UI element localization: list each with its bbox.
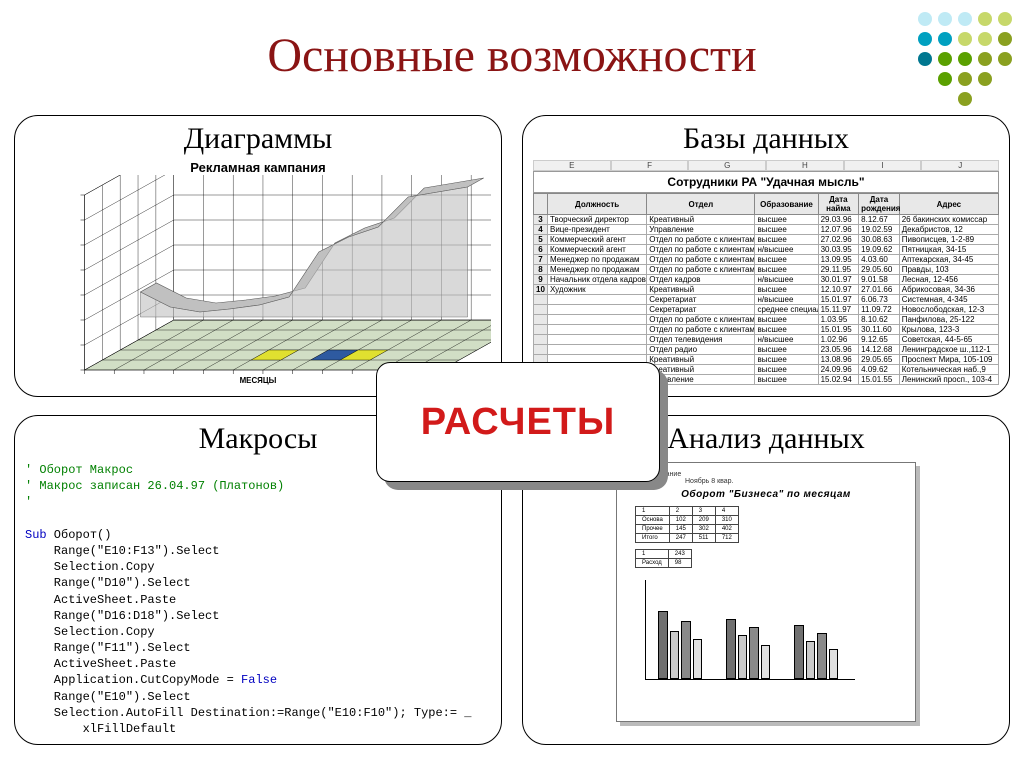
table-row: Отдел радиовысшее23.05.9614.12.68Ленингр… <box>534 345 999 355</box>
callout: РАСЧЕТЫ <box>376 362 660 482</box>
chart-caption: Рекламная кампания <box>25 160 491 175</box>
table-row: 4Вице-президентУправлениевысшее12.07.961… <box>534 225 999 235</box>
panel-diagrams: Диаграммы Рекламная кампания МЕСЯЦЫ <box>14 115 502 397</box>
report-table-1: 1234Основа102209310Прочее145302402Итого2… <box>635 506 739 543</box>
table-row: 8Менеджер по продажамОтдел по работе с к… <box>534 265 999 275</box>
decorative-dots <box>918 12 1012 106</box>
table-row: 3Творческий директорКреативныйвысшее29.0… <box>534 215 999 225</box>
panel-diagrams-title: Диаграммы <box>25 122 491 156</box>
table-row: 9Начальник отдела кадровОтдел кадровн/вы… <box>534 275 999 285</box>
svg-text:МЕСЯЦЫ: МЕСЯЦЫ <box>240 376 277 385</box>
table-row: 10ХудожникКреативныйвысшее12.10.9727.01.… <box>534 285 999 295</box>
callout-text: РАСЧЕТЫ <box>421 401 615 444</box>
table-row: 5Коммерческий агентОтдел по работе с кли… <box>534 235 999 245</box>
sheet-title: Сотрудники РА "Удачная мысль" <box>533 171 999 193</box>
page-title: Основные возможности <box>0 28 1024 83</box>
sheet-column-letters: EFGHIJ <box>533 160 999 171</box>
table-row: Отдел по работе с клиентамивысшее15.01.9… <box>534 325 999 335</box>
table-row: Отдел телевидениян/высшее1.02.969.12.65С… <box>534 335 999 345</box>
table-row: 7Менеджер по продажамОтдел по работе с к… <box>534 255 999 265</box>
vba-code: ' Оборот Макрос ' Макрос записан 26.04.9… <box>25 462 491 737</box>
chart-3d: МЕСЯЦЫ <box>25 175 491 385</box>
db-table: ДолжностьОтделОбразованиеДата наймаДата … <box>533 193 999 385</box>
table-row: Секретариатн/высшее15.01.976.06.73Систем… <box>534 295 999 305</box>
panel-database-title: Базы данных <box>533 122 999 156</box>
panel-database: Базы данных EFGHIJ Сотрудники РА "Удачна… <box>522 115 1010 397</box>
table-row: Секретариатсреднее специальное15.11.9711… <box>534 305 999 315</box>
report-header2: Ноябрь 8 квар. <box>685 478 907 485</box>
report-table-2: 1243Расход98 <box>635 549 692 568</box>
table-row: Отдел по работе с клиентамивысшее1.03.95… <box>534 315 999 325</box>
table-row: 6Коммерческий агентОтдел по работе с кли… <box>534 245 999 255</box>
report-title: Оборот "Бизнеса" по месяцам <box>625 489 907 500</box>
report-page: Бюджетирование Ноябрь 8 квар. Оборот "Би… <box>616 462 916 722</box>
report-bar-chart <box>645 580 855 680</box>
